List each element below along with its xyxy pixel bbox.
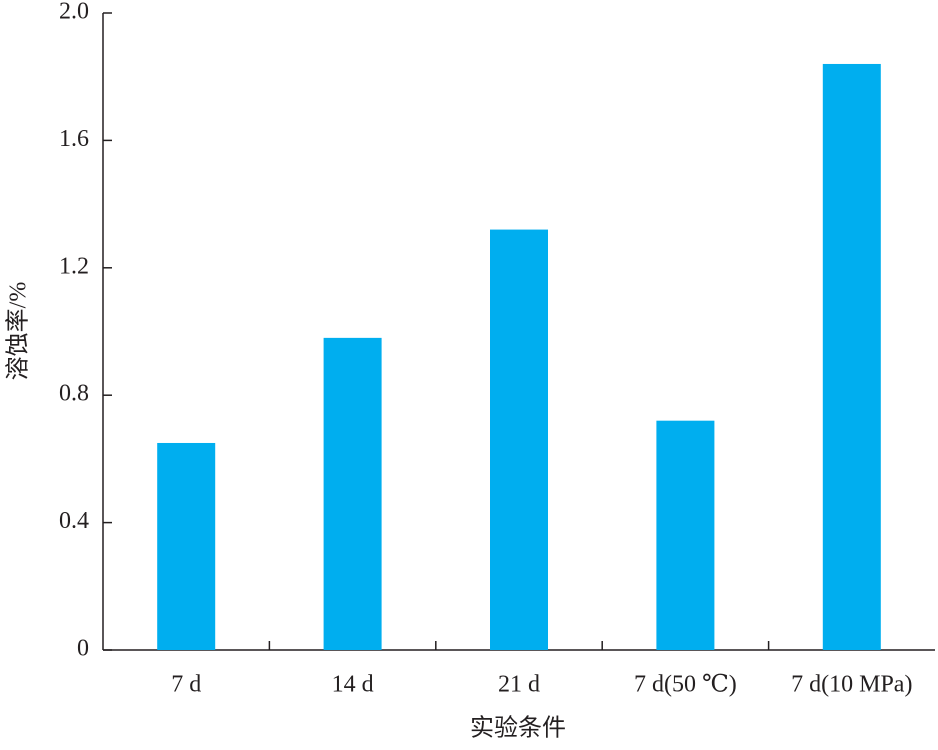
y-tick-label: 0.8 bbox=[59, 381, 89, 407]
bar bbox=[656, 420, 715, 650]
x-tick-label: 7 d(10 MPa) bbox=[791, 672, 912, 698]
bar bbox=[822, 63, 881, 650]
y-axis-label: 溶蚀率/% bbox=[5, 282, 32, 381]
x-axis-label: 实验条件 bbox=[470, 715, 566, 742]
x-tick-label: 7 d(50 ℃) bbox=[634, 672, 737, 698]
y-tick-label: 2.0 bbox=[59, 0, 89, 25]
bar bbox=[490, 229, 548, 650]
x-tick-label: 7 d bbox=[171, 672, 201, 698]
x-tick-label: 14 d bbox=[332, 672, 374, 698]
bar bbox=[157, 442, 216, 650]
y-tick-label: 1.2 bbox=[59, 253, 89, 279]
bar bbox=[323, 337, 382, 650]
y-tick-label: 1.6 bbox=[59, 126, 89, 152]
y-tick-label: 0 bbox=[77, 636, 89, 662]
x-tick-label: 21 d bbox=[498, 672, 540, 698]
y-tick-label: 0.4 bbox=[59, 508, 89, 534]
